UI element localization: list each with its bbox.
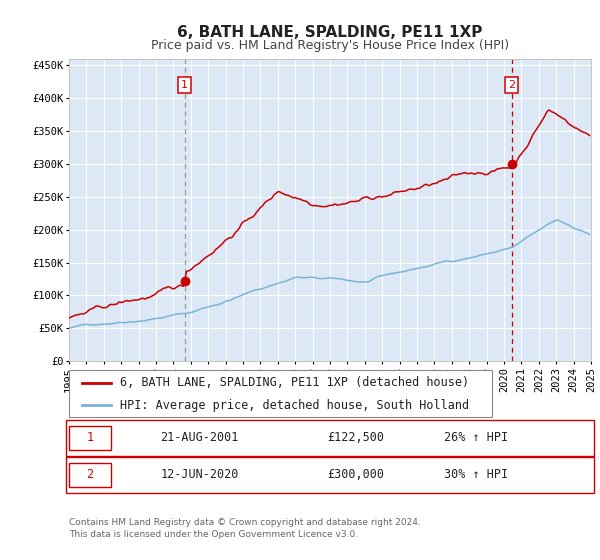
Text: Contains HM Land Registry data © Crown copyright and database right 2024.: Contains HM Land Registry data © Crown c… (69, 518, 421, 527)
Text: 30% ↑ HPI: 30% ↑ HPI (444, 468, 508, 482)
Text: 2: 2 (86, 468, 94, 482)
FancyBboxPatch shape (69, 463, 111, 487)
Text: HPI: Average price, detached house, South Holland: HPI: Average price, detached house, Sout… (120, 399, 469, 412)
Text: £300,000: £300,000 (328, 468, 385, 482)
Text: 12-JUN-2020: 12-JUN-2020 (160, 468, 239, 482)
Text: 1: 1 (86, 431, 94, 445)
Text: 26% ↑ HPI: 26% ↑ HPI (444, 431, 508, 445)
Text: 6, BATH LANE, SPALDING, PE11 1XP: 6, BATH LANE, SPALDING, PE11 1XP (178, 25, 482, 40)
Text: Price paid vs. HM Land Registry's House Price Index (HPI): Price paid vs. HM Land Registry's House … (151, 39, 509, 52)
Text: 2: 2 (508, 80, 515, 90)
Text: £122,500: £122,500 (328, 431, 385, 445)
FancyBboxPatch shape (69, 426, 111, 450)
Text: 21-AUG-2001: 21-AUG-2001 (160, 431, 239, 445)
Text: 6, BATH LANE, SPALDING, PE11 1XP (detached house): 6, BATH LANE, SPALDING, PE11 1XP (detach… (120, 376, 469, 389)
Text: This data is licensed under the Open Government Licence v3.0.: This data is licensed under the Open Gov… (69, 530, 358, 539)
Text: 1: 1 (181, 80, 188, 90)
